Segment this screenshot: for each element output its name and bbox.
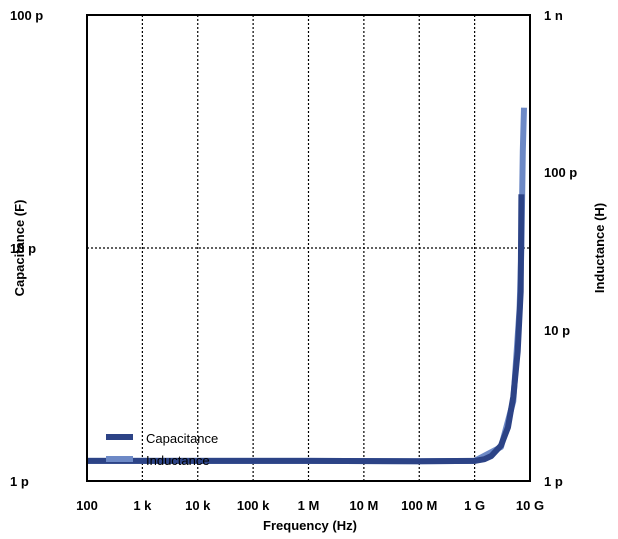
series-line-capacitance [87, 194, 525, 465]
x-tick-label: 100 M [401, 498, 437, 513]
plot-frame [86, 14, 531, 482]
x-axis-title: Frequency (Hz) [263, 518, 357, 533]
y-axis-left-title: Capacitance (F) [12, 200, 27, 297]
x-tick-label: 10 k [185, 498, 211, 513]
y-axis-right-title: Inductance (H) [592, 203, 607, 293]
y-right-tick-label: 10 p [544, 323, 570, 338]
x-tick-label: 10 M [349, 498, 378, 513]
series-layer [87, 107, 527, 465]
y-right-tick-label: 1 n [544, 8, 563, 23]
x-tick-label: 10 G [516, 498, 544, 513]
x-tick-label: 1 G [464, 498, 485, 513]
x-tick-label: 1 k [133, 498, 152, 513]
y-right-tick-label: 1 p [544, 474, 563, 489]
series-line-inductance [87, 107, 527, 465]
grid-lines [87, 15, 530, 481]
y-left-tick-label: 10 p [10, 241, 36, 256]
x-tick-label: 100 k [237, 498, 270, 513]
x-tick-label: 100 [76, 498, 98, 513]
y-left-tick-labels: 1 p 10 p 100 p [10, 8, 43, 489]
y-left-tick-label: 100 p [10, 8, 43, 23]
x-tick-label: 1 M [298, 498, 320, 513]
legend-label-capacitance: Capacitance [146, 431, 218, 446]
y-left-tick-label: 1 p [10, 474, 29, 489]
x-tick-labels: 100 1 k 10 k 100 k 1 M 10 M 100 M 1 G 10 G [76, 498, 544, 513]
legend-label-inductance: Inductance [146, 453, 210, 468]
y-right-tick-label: 100 p [544, 165, 577, 180]
y-right-tick-labels: 1 p 10 p 100 p 1 n [544, 8, 577, 489]
legend: Capacitance Inductance [106, 431, 218, 468]
